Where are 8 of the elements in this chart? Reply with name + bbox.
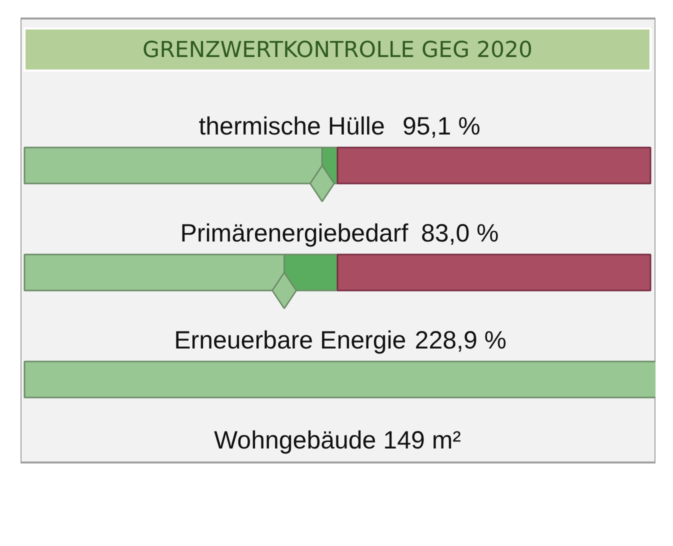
data-label: 83,0 % xyxy=(420,220,499,248)
category-label: Primärenergiebedarf xyxy=(180,220,408,248)
data-label: 95,1 % xyxy=(402,112,480,140)
category-label: Erneuerbare Energie xyxy=(174,326,406,354)
category-label: thermische Hülle xyxy=(198,112,385,140)
text: Wohngebäude 149 m² xyxy=(214,426,461,454)
data-label: 228,9 % xyxy=(414,326,507,354)
text: GRENZWERTKONTROLLE GEG 2020 xyxy=(142,38,532,63)
